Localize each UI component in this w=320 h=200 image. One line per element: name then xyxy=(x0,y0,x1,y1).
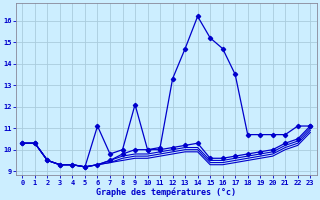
X-axis label: Graphe des températures (°c): Graphe des températures (°c) xyxy=(96,187,236,197)
